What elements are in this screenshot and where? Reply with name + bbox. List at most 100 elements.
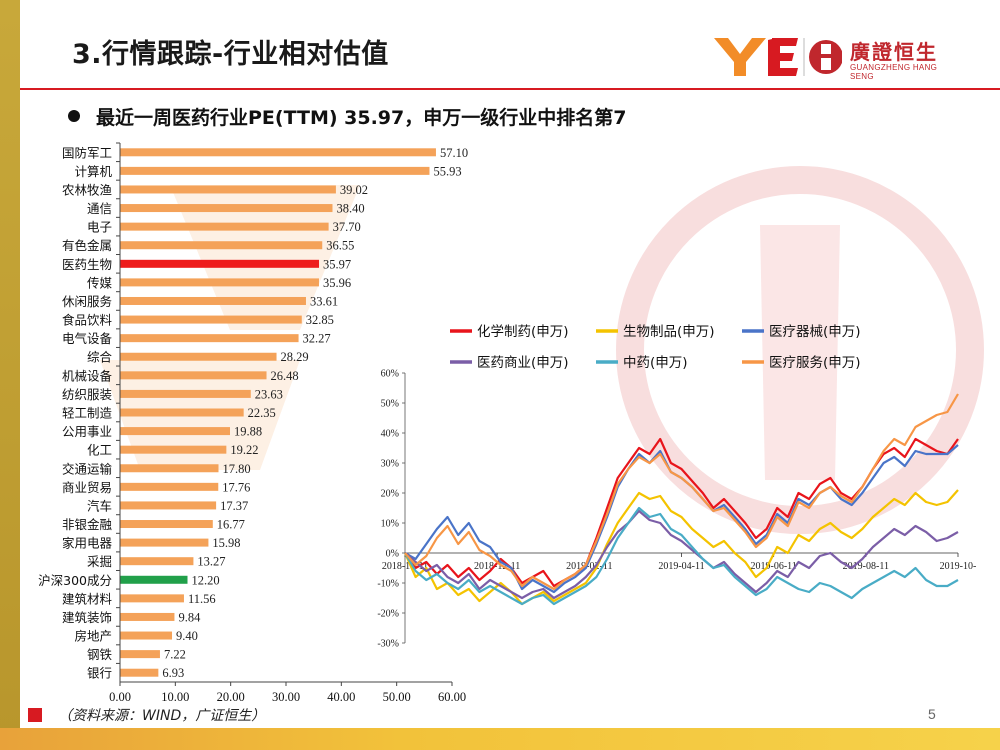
bar-value-label: 15.98 xyxy=(212,536,240,550)
legend-label: 中药(申万) xyxy=(623,355,688,371)
bar-27 xyxy=(120,650,160,659)
category-label: 计算机 xyxy=(74,164,112,179)
bar-value-label: 28.29 xyxy=(281,350,309,364)
bar-value-label: 38.40 xyxy=(336,202,364,216)
bar-value-label: 37.70 xyxy=(333,220,361,234)
category-label: 沪深300成分 xyxy=(38,573,112,588)
title-divider xyxy=(20,88,1000,90)
category-label: 传媒 xyxy=(87,275,113,290)
line-x-tick-label: 2018-12-11 xyxy=(474,561,520,572)
bar-5 xyxy=(120,241,323,250)
bar-6 xyxy=(120,259,320,268)
legend-label: 医疗器械(申万) xyxy=(769,324,861,340)
bar-15 xyxy=(120,427,231,436)
x-tick-label: 20.00 xyxy=(217,690,245,704)
bar-22 xyxy=(120,557,194,566)
x-tick-label: 50.00 xyxy=(383,690,411,704)
category-label: 家用电器 xyxy=(62,536,113,551)
source-note: （资料来源：WIND，广证恒生） xyxy=(58,708,266,724)
logo-subtitle: GUANGZHENG HANG SENG xyxy=(850,63,938,81)
bar-8 xyxy=(120,296,306,305)
bar-value-label: 26.48 xyxy=(271,369,299,383)
category-label: 建筑材料 xyxy=(62,591,113,606)
category-label: 轻工制造 xyxy=(62,406,113,421)
line-y-tick-label: 60% xyxy=(381,369,399,380)
bar-value-label: 32.27 xyxy=(303,332,331,346)
line-x-tick-label: 2019-08-11 xyxy=(843,561,889,572)
bar-9 xyxy=(120,315,302,324)
category-label: 纺织服装 xyxy=(62,387,112,402)
category-label: 电气设备 xyxy=(62,331,113,346)
bar-25 xyxy=(120,612,175,621)
left-accent-bar xyxy=(0,0,20,750)
series-line-4 xyxy=(404,506,959,606)
slide-title: 3.行情跟踪-行业相对估值 xyxy=(72,39,389,70)
category-label: 食品饮料 xyxy=(62,313,113,328)
bar-value-label: 19.22 xyxy=(230,443,258,457)
bar-value-label: 35.96 xyxy=(323,276,351,290)
series-line-5 xyxy=(404,393,959,591)
page-number: 5 xyxy=(928,706,936,722)
bar-24 xyxy=(120,594,184,603)
category-label: 采掘 xyxy=(87,554,112,569)
line-x-tick-label: 2019-04-11 xyxy=(658,561,704,572)
legend-label: 化学制药(申万) xyxy=(477,324,569,340)
bar-28 xyxy=(120,668,159,677)
bar-value-label: 39.02 xyxy=(340,183,368,197)
company-logo: 廣證恒生 GUANGZHENG HANG SENG xyxy=(712,34,962,81)
category-label: 农林牧渔 xyxy=(62,182,112,197)
bar-12 xyxy=(120,371,267,380)
category-label: 通信 xyxy=(87,201,112,216)
bar-20 xyxy=(120,520,213,529)
category-label: 有色金属 xyxy=(62,238,112,253)
bar-value-label: 22.35 xyxy=(248,406,276,420)
bar-value-label: 17.76 xyxy=(222,480,250,494)
line-y-tick-label: 30% xyxy=(381,459,399,470)
category-label: 公用事业 xyxy=(62,424,112,439)
bullet-icon xyxy=(68,110,80,122)
category-label: 机械设备 xyxy=(62,368,113,383)
category-label: 国防军工 xyxy=(62,145,112,160)
bar-value-label: 17.80 xyxy=(222,462,250,476)
bar-value-label: 32.85 xyxy=(306,313,334,327)
line-x-tick-label: 2018-10-11 xyxy=(382,561,428,572)
x-tick-label: 30.00 xyxy=(272,690,300,704)
bar-18 xyxy=(120,482,219,491)
bar-16 xyxy=(120,445,227,454)
bar-0 xyxy=(120,148,436,157)
bar-value-label: 19.88 xyxy=(234,425,262,439)
bar-21 xyxy=(120,538,209,547)
bar-value-label: 9.84 xyxy=(178,610,201,624)
bar-11 xyxy=(120,352,277,361)
series-line-3 xyxy=(404,509,959,600)
ye-logo-icon xyxy=(714,38,843,76)
bar-value-label: 17.37 xyxy=(220,499,248,513)
category-label: 化工 xyxy=(87,443,112,458)
category-label: 商业贸易 xyxy=(62,480,112,495)
bar-value-label: 9.40 xyxy=(176,629,198,643)
line-x-tick-label: 2019-10- xyxy=(940,561,977,572)
legend-label: 医疗服务(申万) xyxy=(769,355,861,371)
legend-label: 医药商业(申万) xyxy=(477,355,569,371)
line-y-tick-label: 40% xyxy=(381,429,399,440)
category-label: 银行 xyxy=(87,666,112,681)
logo-name: 廣證恒生 xyxy=(850,40,938,64)
bar-26 xyxy=(120,631,173,640)
line-y-tick-label: 0% xyxy=(386,549,399,560)
category-label: 建筑装饰 xyxy=(62,610,112,625)
line-x-tick-label: 2019-02-11 xyxy=(566,561,612,572)
bar-value-label: 36.55 xyxy=(326,239,354,253)
x-tick-label: 60.00 xyxy=(438,690,466,704)
category-label: 休闲服务 xyxy=(62,294,112,309)
bottom-accent-bar xyxy=(0,728,1000,750)
x-tick-label: 0.00 xyxy=(109,690,131,704)
bar-value-label: 6.93 xyxy=(162,666,184,680)
category-label: 电子 xyxy=(87,220,112,235)
bar-17 xyxy=(120,464,219,473)
bar-value-label: 7.22 xyxy=(164,648,186,662)
bar-value-label: 33.61 xyxy=(310,294,338,308)
bar-19 xyxy=(120,501,217,510)
